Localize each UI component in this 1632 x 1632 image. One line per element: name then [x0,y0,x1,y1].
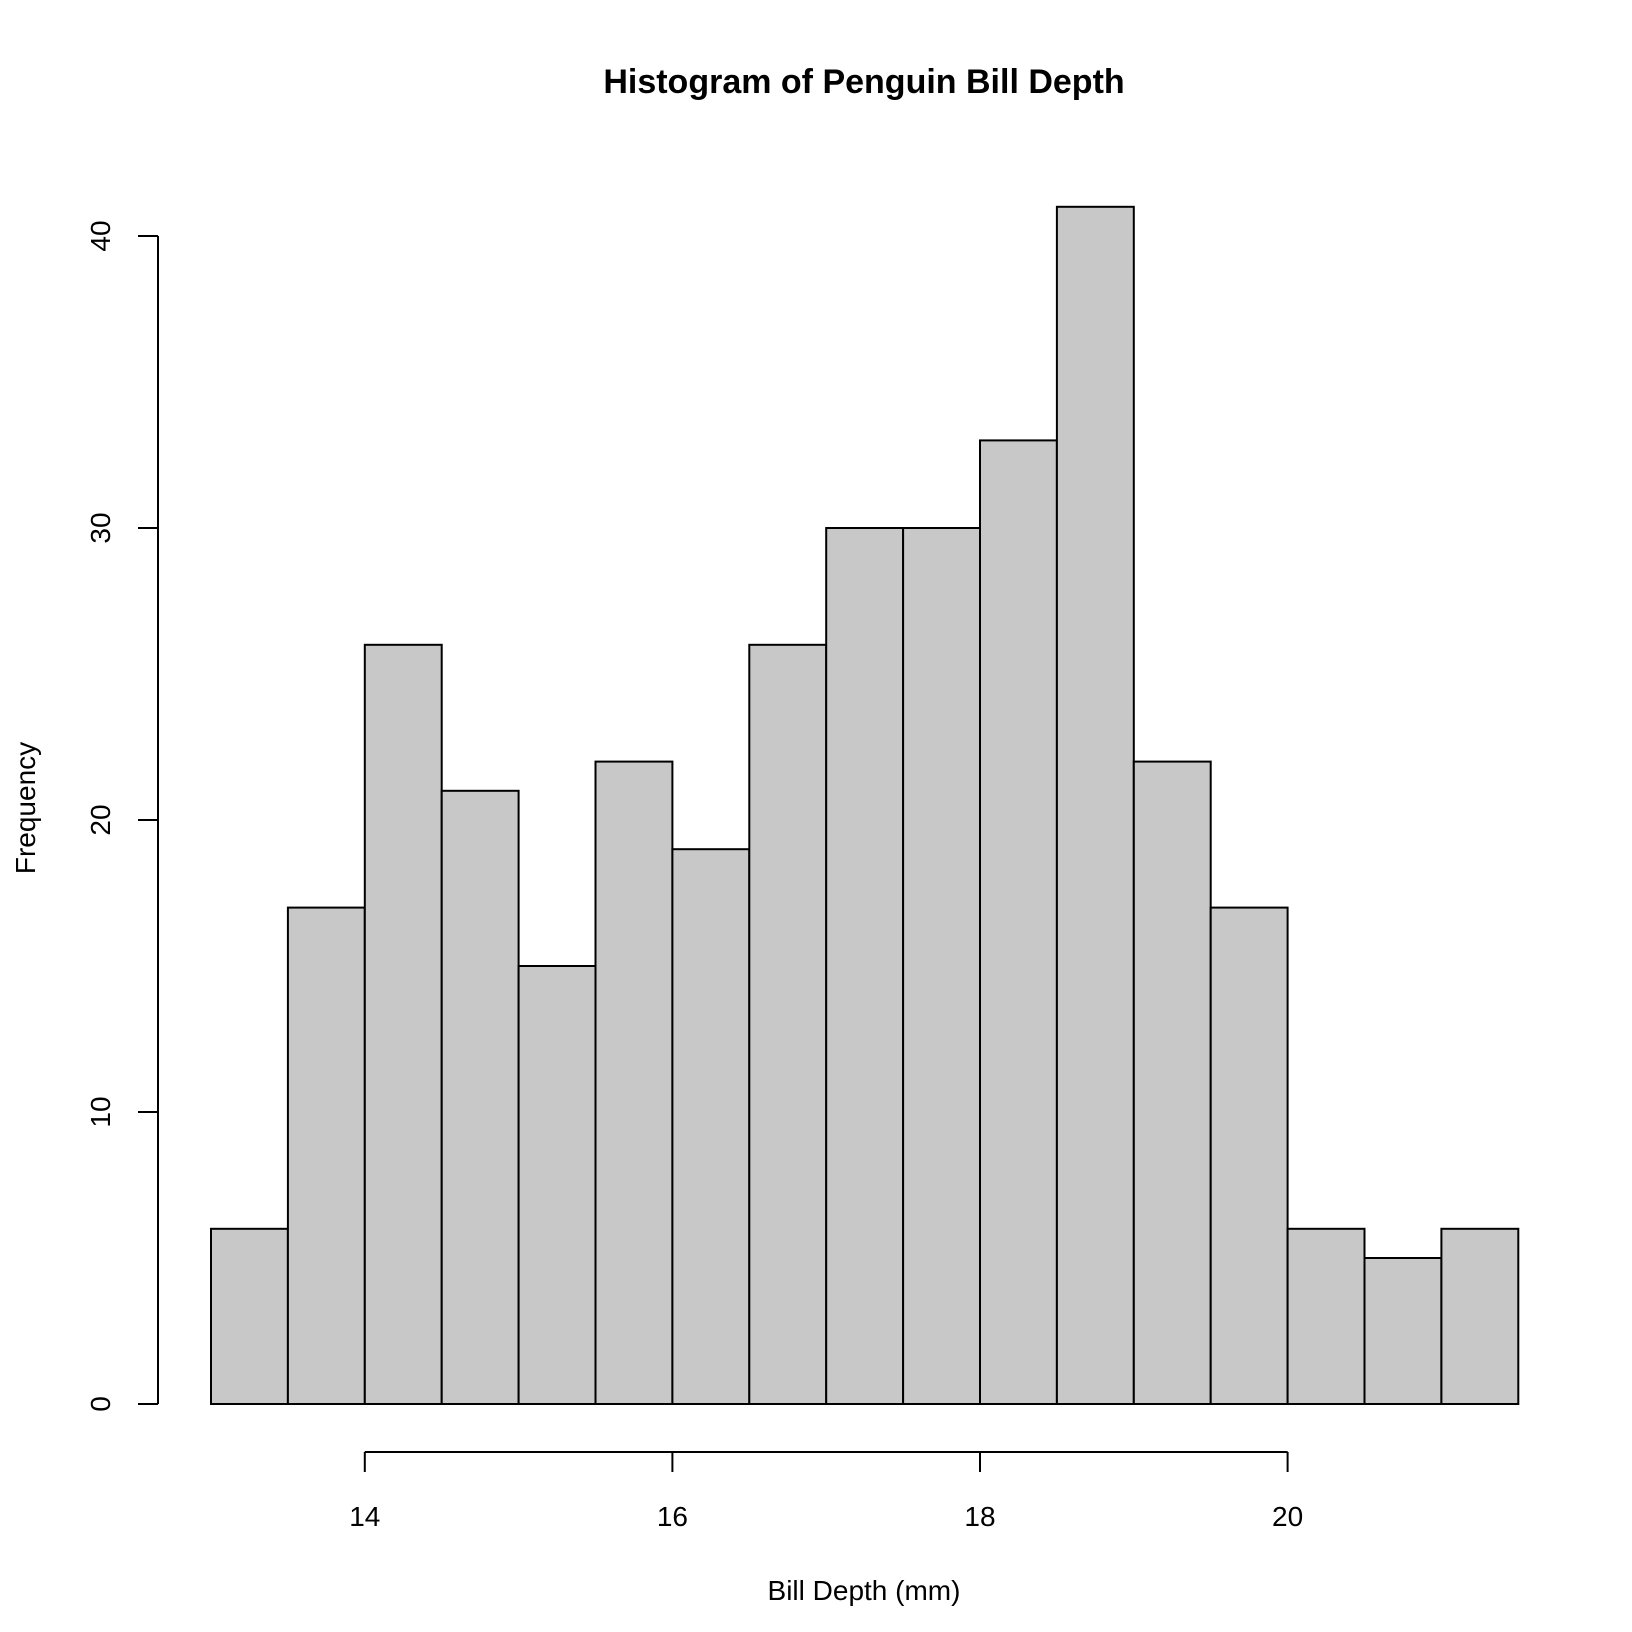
histogram-bar-5 [594,760,674,1405]
histogram-bar-13 [1209,906,1289,1405]
histogram-bar-15 [1363,1257,1443,1405]
x-axis-label: Bill Depth (mm) [768,1575,961,1606]
histogram-bar-12 [1132,760,1212,1405]
histogram-bar-2 [363,643,443,1405]
y-tick-label-3: 30 [85,512,116,543]
histogram-bar-16 [1440,1227,1520,1406]
y-tick-label-1: 10 [85,1096,116,1127]
y-axis: 0 10 20 30 40 [85,220,159,1412]
histogram-bar-4 [517,965,597,1405]
histogram-bar-10 [979,439,1058,1405]
x-tick-label-2: 18 [964,1501,995,1532]
histogram-bar-0 [210,1227,289,1406]
histogram-bar-9 [902,527,981,1405]
x-tick-label-3: 20 [1272,1501,1303,1532]
y-tick-label-2: 20 [85,804,116,835]
histogram-bar-3 [440,789,520,1405]
x-tick-label-0: 14 [349,1501,380,1532]
y-tick-label-4: 40 [85,220,116,251]
histogram-bar-6 [671,848,751,1405]
histogram-bar-8 [825,527,905,1405]
x-tick-label-1: 16 [657,1501,688,1532]
histogram-bar-14 [1286,1227,1366,1406]
y-axis-label: Frequency [10,742,41,874]
chart-title: Histogram of Penguin Bill Depth [603,63,1124,101]
histogram-bar-7 [748,643,828,1405]
histogram-bar-1 [286,906,366,1405]
histogram-bar-11 [1055,205,1135,1405]
bars-group [210,205,1520,1406]
y-tick-label-0: 0 [85,1396,116,1412]
x-axis: 14 16 18 20 [349,1451,1303,1532]
